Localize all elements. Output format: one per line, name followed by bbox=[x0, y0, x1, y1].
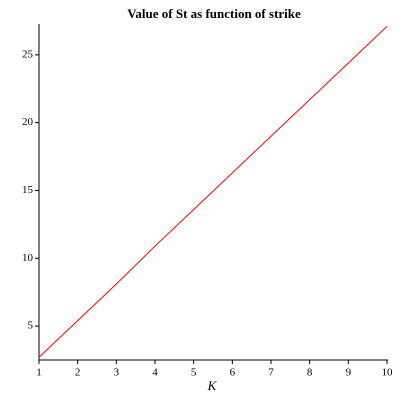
y-tick-label: 20 bbox=[22, 116, 34, 128]
x-tick-label: 4 bbox=[152, 367, 158, 379]
data-line bbox=[38, 25, 388, 358]
chart-title: Value of St as function of strike bbox=[127, 6, 301, 21]
x-tick-label: 6 bbox=[230, 367, 236, 379]
x-tick-label: 1 bbox=[36, 367, 42, 379]
x-tick-label: 5 bbox=[191, 367, 197, 379]
x-tick-label: 10 bbox=[382, 367, 394, 379]
x-tick-label: 2 bbox=[75, 367, 81, 379]
x-axis-label: K bbox=[207, 378, 218, 393]
y-tick-label: 10 bbox=[22, 252, 34, 264]
x-tick-label: 7 bbox=[268, 367, 274, 379]
y-tick-label: 25 bbox=[22, 48, 34, 60]
x-tick-label: 9 bbox=[346, 367, 352, 379]
y-tick-label: 5 bbox=[28, 320, 34, 332]
x-tick-label: 3 bbox=[114, 367, 120, 379]
x-tick-label: 8 bbox=[307, 367, 313, 379]
y-tick-label: 15 bbox=[22, 184, 34, 196]
